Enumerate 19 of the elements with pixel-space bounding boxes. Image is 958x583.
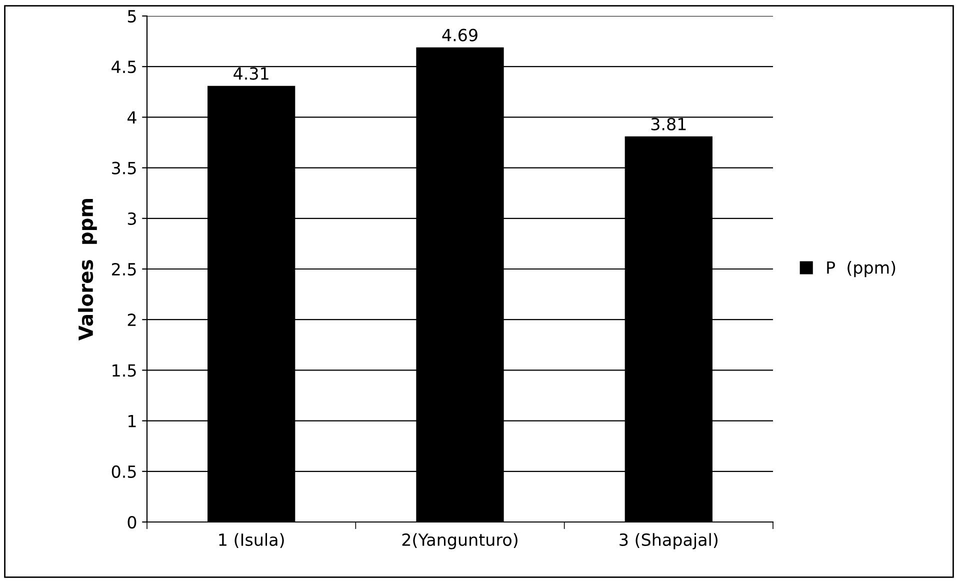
y-tick-label: 1 — [128, 414, 136, 428]
x-tick-label: 3 (Shapajal) — [620, 533, 718, 550]
y-tick-label: 2 — [128, 314, 136, 326]
y-tick-label: 2.5 — [112, 262, 136, 276]
y-tick-label: 3 — [128, 212, 136, 225]
data-label: 3.81 — [651, 118, 686, 130]
y-tick-label: 3.5 — [112, 162, 136, 174]
x-tick-label: 2(Yangunturo) — [402, 533, 518, 550]
y-tick-label: 4.5 — [112, 60, 136, 74]
y-tick-label: 4 — [127, 111, 136, 124]
y-axis-title: Valores ppm — [78, 198, 97, 340]
data-label: 4.31 — [234, 67, 268, 80]
data-label: 4.69 — [442, 28, 478, 42]
y-tick-label: 5 — [128, 10, 136, 23]
x-tick-label: 1 (Isula) — [219, 533, 284, 548]
legend-label: P (ppm) — [827, 260, 896, 278]
y-tick-label: 0 — [128, 516, 136, 529]
y-tick-label: 0.5 — [112, 465, 136, 478]
y-tick-label: 1.5 — [112, 364, 136, 377]
